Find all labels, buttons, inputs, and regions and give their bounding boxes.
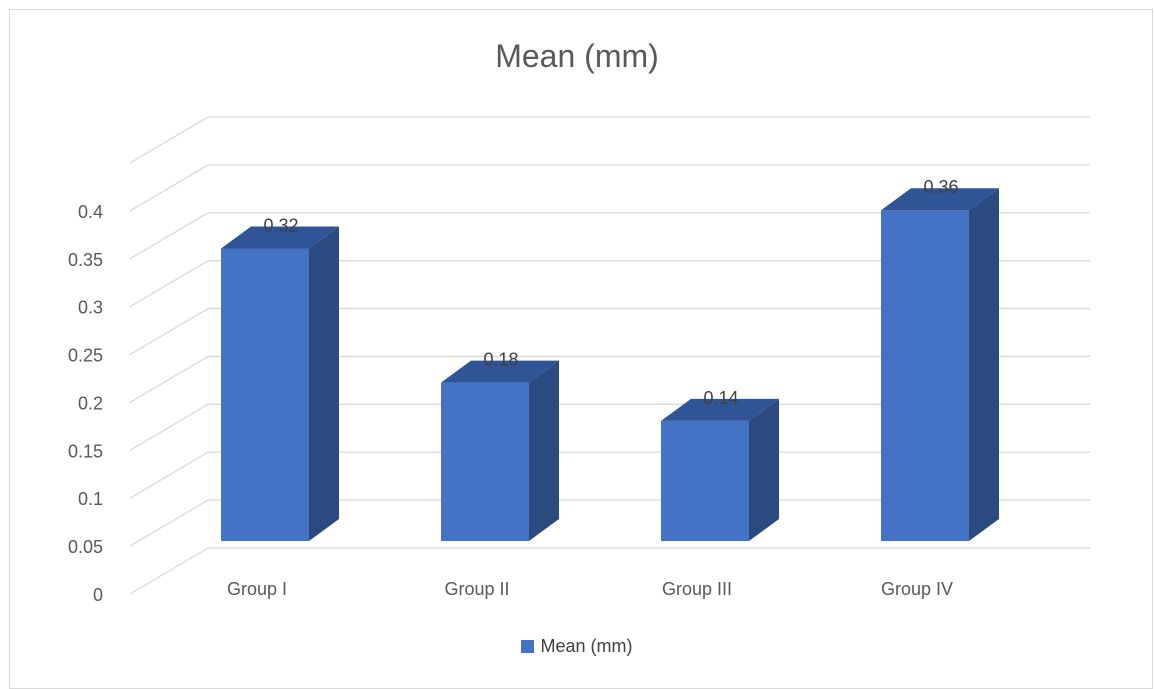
gridline-side <box>129 212 209 260</box>
y-tick-label: 0.4 <box>78 202 103 222</box>
y-tick-label: 0.05 <box>68 537 103 557</box>
x-tick-label: Group II <box>444 579 509 599</box>
legend-swatch <box>521 640 535 653</box>
bar-top <box>661 398 779 421</box>
chart-title: Mean (mm) <box>495 38 659 74</box>
bar-side <box>309 226 339 541</box>
data-label: 0.18 <box>483 350 518 370</box>
gridline-side <box>129 499 209 547</box>
bar-side <box>969 188 999 541</box>
x-tick-label: Group I <box>227 579 287 599</box>
y-tick-label: 0.15 <box>68 441 103 461</box>
bar <box>221 248 309 541</box>
chart-plot: 0 0.05 0.1 0.15 0.2 0.25 0.3 0.35 0.4 0.32 Group I… <box>68 116 1090 605</box>
bar <box>661 420 749 541</box>
legend-label: Mean (mm) <box>540 636 633 656</box>
gridline-side <box>129 403 209 451</box>
y-tick-label: 0.2 <box>78 393 103 413</box>
bar-top <box>881 188 999 211</box>
gridline-side <box>129 355 209 404</box>
y-tick-label: 0.3 <box>78 298 103 318</box>
gridline-side <box>129 547 209 595</box>
bar-side <box>529 360 559 541</box>
bar-top <box>221 226 339 249</box>
legend: Mean (mm) <box>0 636 1154 657</box>
data-label: 0.14 <box>703 388 738 408</box>
y-tick-label: 0.35 <box>68 250 103 270</box>
bar <box>441 382 529 541</box>
gridline-side <box>129 164 209 212</box>
data-label: 0.36 <box>923 177 958 197</box>
y-tick-label: 0.25 <box>68 346 103 366</box>
x-tick-label: Group IV <box>881 579 953 599</box>
gridline-side <box>129 451 209 499</box>
gridline-side <box>129 307 209 356</box>
data-label: 0.32 <box>263 216 298 236</box>
bar-top <box>441 360 559 383</box>
y-tick-label: 0.1 <box>78 489 103 509</box>
gridline-side <box>129 116 209 164</box>
y-tick-label: 0 <box>93 585 103 605</box>
x-tick-label: Group III <box>662 579 732 599</box>
gridline-side <box>129 260 209 308</box>
bar-side <box>749 398 779 541</box>
bar <box>881 210 969 541</box>
